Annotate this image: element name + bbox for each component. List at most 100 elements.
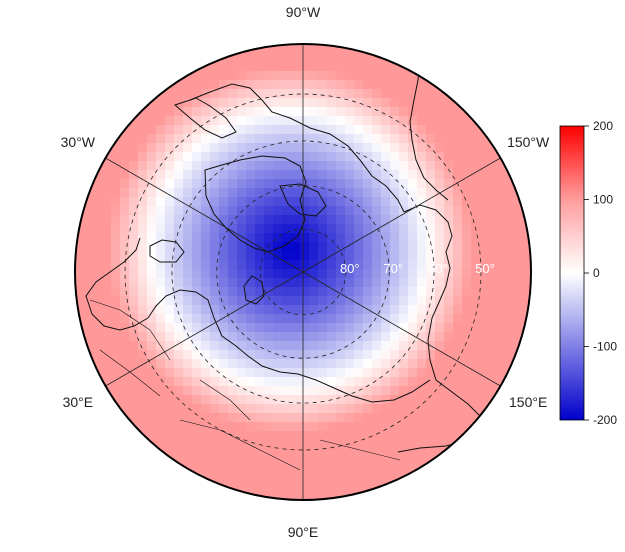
field-cell — [327, 161, 337, 171]
field-cell — [381, 386, 391, 396]
field-cell — [102, 251, 112, 261]
field-cell — [309, 314, 319, 324]
field-cell — [201, 260, 211, 270]
field-cell — [282, 359, 292, 369]
field-cell — [282, 458, 292, 468]
field-cell — [75, 296, 85, 306]
field-cell — [183, 62, 193, 72]
field-cell — [444, 359, 454, 369]
field-cell — [264, 404, 274, 414]
field-cell — [336, 170, 346, 180]
field-cell — [453, 350, 463, 360]
field-cell — [219, 323, 229, 333]
field-cell — [282, 188, 292, 198]
field-cell — [174, 485, 184, 495]
field-cell — [462, 89, 472, 99]
field-cell — [318, 134, 328, 144]
field-cell — [282, 125, 292, 135]
field-cell — [138, 89, 148, 99]
field-cell — [363, 332, 373, 342]
field-cell — [93, 449, 103, 459]
field-cell — [192, 224, 202, 234]
field-cell — [282, 467, 292, 477]
field-cell — [228, 206, 238, 216]
field-cell — [399, 314, 409, 324]
field-cell — [453, 152, 463, 162]
field-cell — [309, 170, 319, 180]
field-cell — [408, 251, 418, 261]
field-cell — [345, 260, 355, 270]
field-cell — [210, 89, 220, 99]
field-cell — [255, 377, 265, 387]
field-cell — [165, 332, 175, 342]
field-cell — [201, 359, 211, 369]
field-cell — [264, 134, 274, 144]
field-cell — [471, 413, 481, 423]
field-cell — [192, 368, 202, 378]
field-cell — [426, 323, 436, 333]
field-cell — [399, 269, 409, 279]
field-cell — [246, 179, 256, 189]
field-cell — [264, 305, 274, 315]
field-cell — [390, 341, 400, 351]
field-cell — [111, 485, 121, 495]
field-cell — [210, 269, 220, 279]
field-cell — [183, 260, 193, 270]
field-cell — [93, 206, 103, 216]
field-cell — [453, 287, 463, 297]
field-cell — [183, 485, 193, 495]
field-cell — [489, 116, 499, 126]
field-cell — [219, 422, 229, 432]
field-cell — [525, 179, 531, 189]
field-cell — [183, 134, 193, 144]
field-cell — [381, 179, 391, 189]
field-cell — [408, 107, 418, 117]
field-cell — [210, 278, 220, 288]
field-cell — [444, 278, 454, 288]
field-cell — [435, 197, 445, 207]
field-cell — [129, 395, 139, 405]
field-cell — [75, 62, 85, 72]
field-cell — [237, 287, 247, 297]
field-cell — [246, 368, 256, 378]
field-cell — [489, 251, 499, 261]
field-cell — [336, 179, 346, 189]
field-cell — [210, 296, 220, 306]
field-cell — [291, 431, 301, 441]
field-cell — [147, 467, 157, 477]
field-cell — [138, 359, 148, 369]
field-cell — [489, 485, 499, 495]
field-cell — [147, 359, 157, 369]
field-cell — [345, 251, 355, 261]
field-cell — [201, 278, 211, 288]
field-cell — [138, 431, 148, 441]
field-cell — [192, 44, 202, 54]
field-cell — [174, 143, 184, 153]
field-cell — [165, 386, 175, 396]
field-cell — [300, 305, 310, 315]
field-cell — [390, 242, 400, 252]
field-cell — [327, 179, 337, 189]
field-cell — [480, 476, 490, 486]
field-cell — [408, 287, 418, 297]
field-cell — [498, 89, 508, 99]
field-cell — [273, 134, 283, 144]
field-cell — [426, 233, 436, 243]
field-cell — [219, 161, 229, 171]
field-cell — [75, 44, 85, 54]
field-cell — [345, 431, 355, 441]
field-cell — [129, 431, 139, 441]
field-cell — [102, 233, 112, 243]
field-cell — [84, 215, 94, 225]
field-cell — [165, 476, 175, 486]
field-cell — [237, 350, 247, 360]
field-cell — [183, 476, 193, 486]
field-cell — [120, 485, 130, 495]
field-cell — [156, 197, 166, 207]
field-cell — [138, 449, 148, 459]
field-cell — [246, 233, 256, 243]
field-cell — [129, 179, 139, 189]
field-cell — [426, 251, 436, 261]
field-cell — [156, 242, 166, 252]
field-cell — [219, 458, 229, 468]
